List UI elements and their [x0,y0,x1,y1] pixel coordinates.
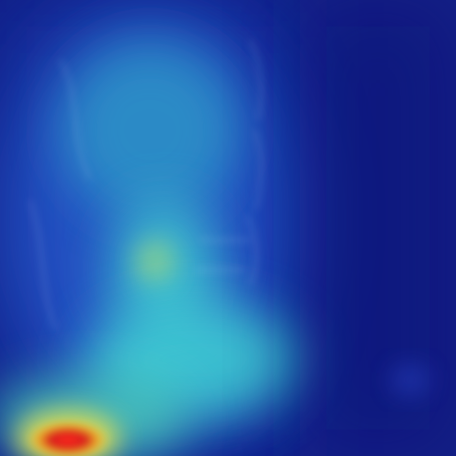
right-dark-band [300,0,456,456]
yellow-tint [135,240,175,284]
faint-right-blob [390,364,430,396]
xray-structures [28,39,263,331]
upper-teal-region [60,40,240,220]
hotspot-red [26,420,110,456]
